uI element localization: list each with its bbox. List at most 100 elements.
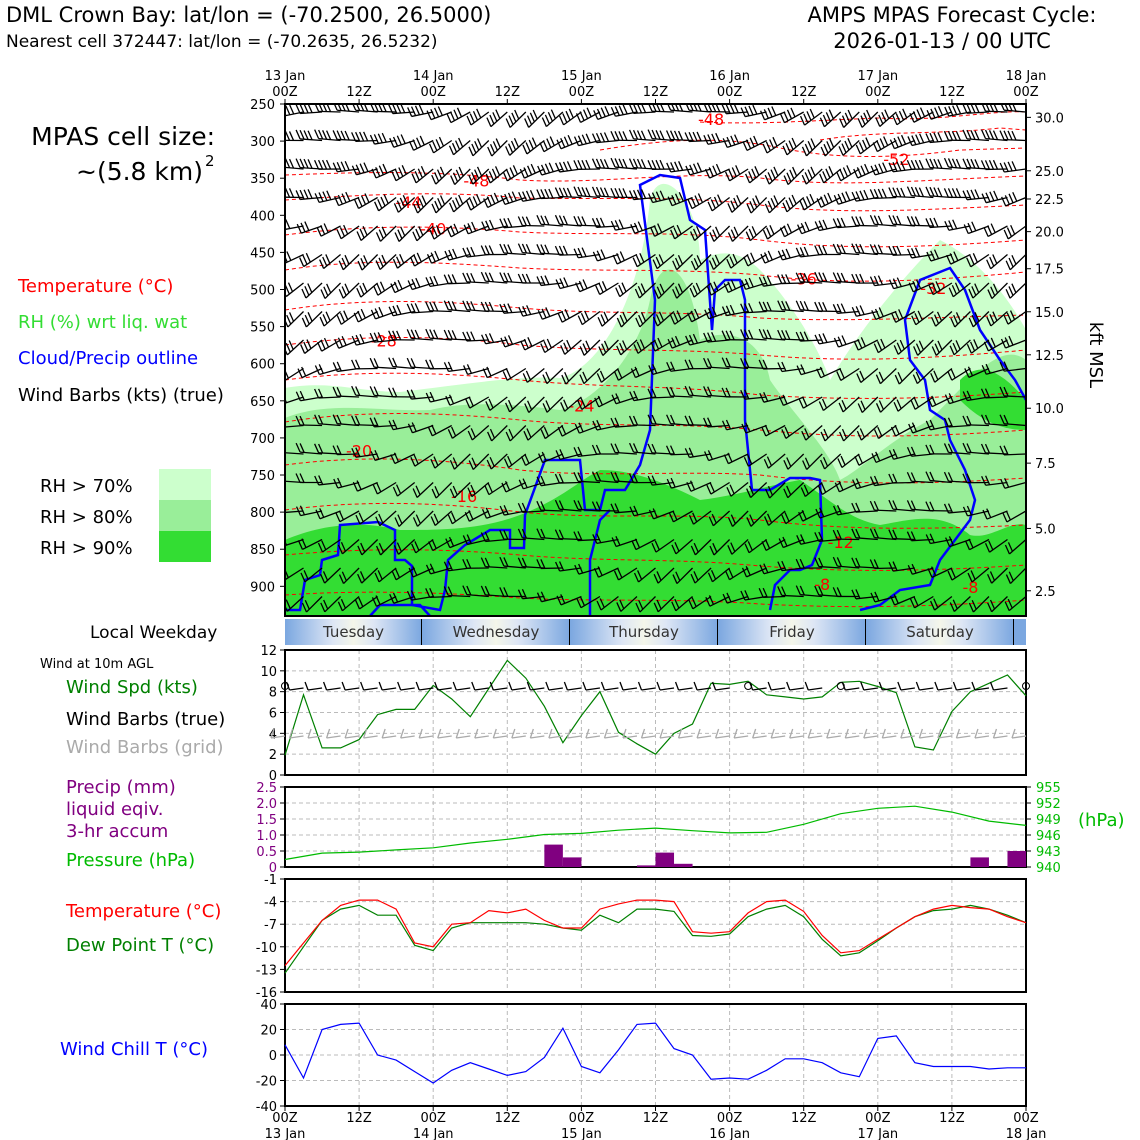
- wind-barb-staff: [914, 595, 934, 609]
- grid-barb: [363, 735, 378, 739]
- wind-barb-flag: [265, 347, 269, 356]
- wind-barb-staff: [802, 510, 823, 522]
- wind-barb-flag: [653, 573, 659, 584]
- wind-barb-flag: [466, 300, 472, 311]
- wind-barb-flag: [896, 245, 902, 256]
- wind-barb: [802, 453, 823, 470]
- wind-barb-flag: [860, 165, 866, 175]
- wind-barb-flag: [913, 346, 919, 356]
- pressure-tick-label: 450: [250, 246, 275, 261]
- wind-barb-flag: [706, 484, 712, 495]
- wind-barb: [486, 109, 508, 128]
- wind-barb-flag: [967, 366, 974, 377]
- wind-barb: [647, 475, 675, 486]
- wind-barb-staff: [675, 539, 693, 555]
- wind-barb: [390, 279, 415, 294]
- wind-barb-flag: [731, 167, 737, 177]
- wind-barb: [980, 414, 1008, 427]
- wind-barb-flag: [985, 363, 991, 374]
- wind-barb-flag: [622, 104, 628, 115]
- wind-barb-flag: [820, 146, 826, 157]
- wind-barb-flag: [857, 118, 863, 128]
- wind-barb: [906, 531, 934, 542]
- wind-barb-staff: [433, 139, 453, 154]
- wind-barb: [708, 254, 731, 270]
- wind-barb-flag: [692, 131, 698, 142]
- wind-barb: [300, 339, 323, 354]
- wind-barb-flag: [396, 200, 402, 210]
- wind-barb-flag: [555, 561, 561, 572]
- wind-barb-staff: [857, 168, 879, 179]
- wind-barb-flag: [536, 592, 543, 602]
- wind-barb-flag: [821, 398, 828, 409]
- wind-barb: [671, 596, 693, 612]
- wind-barb-flag: [544, 275, 550, 285]
- wind-barb-flag: [851, 191, 857, 202]
- wind-barb-flag: [412, 488, 418, 498]
- wind-barb-flag: [610, 417, 616, 428]
- wind-barb: [591, 444, 619, 455]
- wind-barb-flag: [685, 104, 690, 111]
- wind-barb: [635, 596, 656, 613]
- cross-section-panel: -48-52-48-44-40-36-32-28-24-20-16-12-8-8…: [250, 69, 1106, 617]
- wind-barb-flag: [873, 559, 879, 569]
- wind-barb-staff: [581, 310, 601, 326]
- grid-barb: [548, 735, 563, 739]
- wind-barb-flag: [565, 110, 571, 121]
- wind-barb-flag: [693, 571, 699, 581]
- wind-barb: [481, 507, 508, 519]
- wind-barb: [801, 138, 823, 157]
- wind-barb-flag: [529, 112, 535, 123]
- wind-barb: [706, 281, 730, 296]
- wind-barb: [947, 567, 971, 581]
- wind-barb-flag: [803, 301, 809, 311]
- wind-barb-flag: [687, 312, 693, 323]
- wind-barb: [652, 254, 675, 270]
- wind-barb: [295, 415, 323, 427]
- wind-barb-flag: [573, 472, 579, 482]
- y-tick-label: 40: [260, 998, 277, 1013]
- wind-barb: [925, 132, 952, 144]
- wind-barb-flag: [974, 104, 980, 113]
- wind-barb-flag: [1003, 162, 1009, 172]
- wind-barb-flag: [425, 277, 431, 287]
- cycle-title: AMPS MPAS Forecast Cycle:: [808, 3, 1097, 27]
- wind-barb-flag: [721, 104, 727, 114]
- time-tick-hour: 00Z: [865, 1111, 891, 1126]
- wind-barb-flag: [444, 250, 450, 261]
- wind-barb-flag: [289, 104, 295, 115]
- wind-barb-flag: [762, 329, 768, 339]
- wind-barb-flag: [767, 200, 773, 211]
- wind-barb-flag: [982, 509, 988, 520]
- wind-barb-flag: [715, 226, 721, 237]
- wind-barb-flag: [508, 115, 514, 125]
- wind-barb-staff: [935, 339, 953, 356]
- wind-barb-flag: [555, 162, 561, 173]
- wind-barb-flag: [783, 111, 789, 122]
- wind-barb-flag: [952, 219, 958, 229]
- wind-barb-flag: [881, 111, 887, 122]
- wind-barb-staff: [991, 282, 1008, 300]
- wind-barb: [723, 452, 749, 465]
- wind-barb-flag: [832, 272, 838, 282]
- wind-barb: [443, 586, 471, 598]
- wind-barb-staff: [528, 111, 545, 128]
- wind-barb-flag: [1012, 192, 1018, 202]
- wind-barb-flag: [684, 385, 690, 396]
- wind-barb-flag: [800, 534, 806, 544]
- wind-barb-flag: [762, 276, 768, 286]
- wind-barb-flag: [295, 104, 301, 114]
- wind-barb-flag: [449, 111, 456, 121]
- wind-barb-flag: [1006, 312, 1012, 323]
- wind-barb-flag: [801, 174, 807, 185]
- wind-barb: [853, 337, 879, 351]
- wind-barb-flag: [758, 328, 764, 339]
- grid-barb: [289, 735, 304, 739]
- wind-barb-flag: [877, 275, 884, 285]
- wind-barb-flag: [363, 255, 369, 265]
- wind-barb-staff: [322, 538, 341, 553]
- wind-barb-flag: [648, 104, 653, 112]
- wind-barb-flag: [801, 430, 807, 441]
- wind-barb: [297, 366, 323, 379]
- wind-barb-flag: [288, 312, 295, 322]
